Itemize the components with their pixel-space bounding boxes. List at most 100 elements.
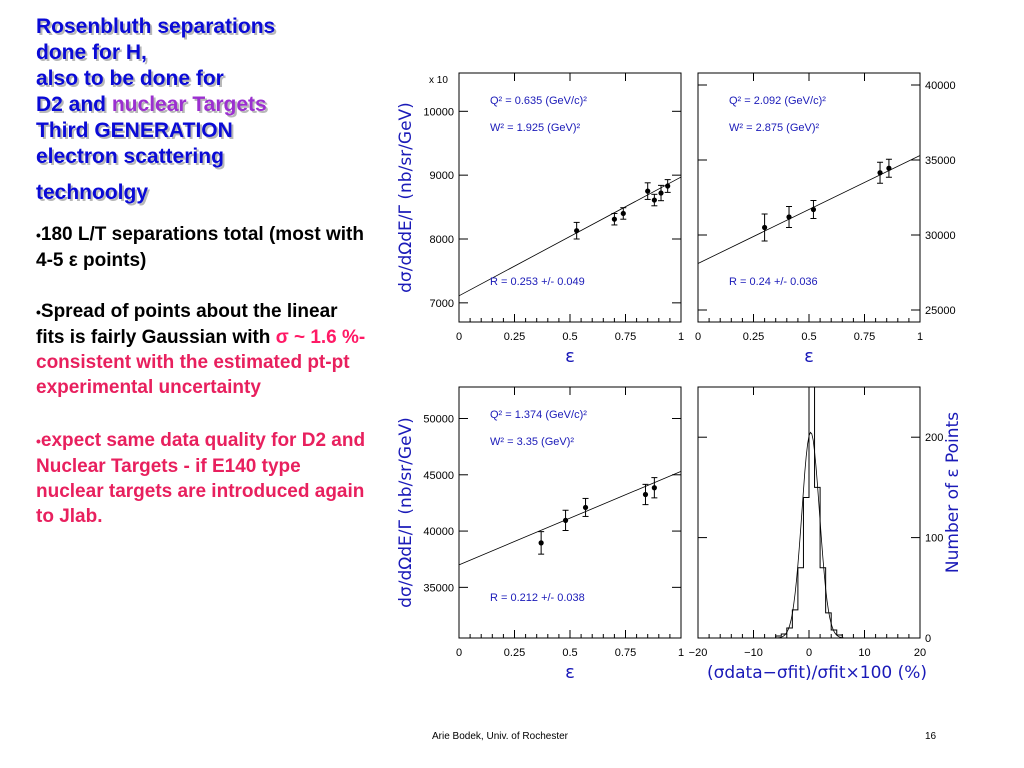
bullet-2-sym: σ ~ [275,327,306,348]
panel-3-ytick-label: 35000 [423,582,454,594]
panel-2-xtick-label: 0.25 [743,331,764,343]
page-number: 16 [925,731,937,742]
panel-3-xtick-label: 0.75 [615,647,636,659]
panel-2-ytick-label: 25000 [925,305,956,317]
bullet-1: •180 L/T separations total (most with 4-… [36,222,366,273]
panel-2-w2-label: W² = 2.875 (GeV)² [729,122,820,134]
panel-4-ytick-label: 0 [925,633,931,645]
panel-3-ylabel: dσ/dΩdE/Γ (nb/sr/GeV) [396,417,416,608]
panel-3-data-point [562,517,569,523]
panel-1-data-point [620,210,626,217]
bullet-3-marker: • [36,433,41,449]
panel-1-ytick-label: 10000 [423,106,454,118]
panel-2-r-value: R = 0.24 +/- 0.036 [729,276,818,288]
panel-1-data-point [611,216,618,222]
panel-1-ytick-label: 9000 [430,170,454,182]
panel-2-xtick-label: 1 [917,331,923,343]
panel-1-ylabel: dσ/dΩdE/Γ (nb/sr/GeV) [396,102,416,293]
panel-1-w2-label: W² = 1.925 (GeV)² [490,122,581,134]
panel-3-data-point [651,485,657,491]
bullet-1-marker: • [36,227,41,243]
title-line-7: technoolgy [36,181,149,204]
panel-2-ytick-label: 40000 [925,80,956,92]
panel-3-xlabel: ε [565,662,575,683]
panel-2-data-point [762,224,768,231]
panel-3-xtick-label: 0 [456,647,462,659]
panel-1-data-point [658,190,664,196]
panel-1-xtick-label: 1 [678,331,684,343]
panel-3-r-value: R = 0.212 +/- 0.038 [490,592,585,604]
panel-2-ytick-label: 35000 [925,155,956,167]
panel-4-ylabel: Number of ε Points [943,412,963,573]
panel-2-data-point [877,170,883,176]
panel-1-data-point [645,188,651,194]
panel-3-fit-line [458,471,682,566]
panel-2-xtick-label: 0.75 [854,331,875,343]
panel-1-xtick-label: 0.75 [615,331,636,343]
panel-3-xtick-label: 1 [678,647,684,659]
panel-3-xtick-label: 0.5 [562,647,577,659]
panel-2-q2-label: Q² = 2.092 (GeV/c)² [729,95,826,107]
panel-2-xlabel: ε [804,346,814,367]
bullet-2-text: Spread of points about the linear fits i… [36,301,338,348]
panel-4-xtick-label: 0 [806,647,812,659]
panel-3-data-point [538,540,544,546]
panel-3-xtick-label: 0.25 [504,647,525,659]
panel-3-ytick-label: 50000 [423,414,454,426]
panel-1-xlabel: ε [565,346,575,367]
panel-1-y-multiplier: x 10 [429,75,448,86]
bullet-3: •expect same data quality for D2 and Nuc… [36,428,366,529]
bullet-2-marker: • [36,304,41,320]
panel-3-data-point [642,491,649,498]
title-line-2: done for H, [36,41,147,64]
panel-4-xtick-label: −10 [744,647,763,659]
panel-4-xtick-label: 20 [914,647,926,659]
title-line-3: also to be done for [36,67,224,90]
panel-3-ytick-label: 40000 [423,526,454,538]
panel-3-w2-label: W² = 3.35 (GeV)² [490,436,574,448]
panel-4-xtick-label: 10 [858,647,870,659]
panel-4-xtick-label: −20 [689,647,708,659]
panel-1-ytick-label: 7000 [430,298,454,310]
panel-2-data-point [886,165,892,171]
title-line-4a: D2 and [36,93,112,116]
panel-1-data-point [651,197,657,203]
panel-1-fit-line [458,176,682,297]
panel-2-fit-line [697,155,921,264]
bullet-2-value: 1.6 %- [305,327,366,348]
bullet-1-text: 180 L/T separations total (most with 4-5 [36,224,364,271]
panel-1-q2-label: Q² = 0.635 (GeV/c)² [490,95,587,107]
bullet-3-text: expect same data quality for D2 and Nucl… [36,430,366,527]
panel-1-data-point [574,228,580,234]
title-line-4b: nuclear Targets [111,93,267,116]
panel-3-ytick-label: 45000 [423,470,454,482]
bullet-1-tail: points) [77,250,147,271]
title-line-1: Rosenbluth separations [36,15,276,38]
panel-4-xlabel: (σdata−σfit)/σfit×100 (%) [707,663,927,683]
title-line-5: Third GENERATION [36,119,233,142]
panel-1-xtick-label: 0.5 [562,331,577,343]
title-line-4: D2 and nuclear Targets [36,92,366,118]
bullet-1-sym: ε [68,250,78,271]
panel-1-r-value: R = 0.253 +/- 0.049 [490,276,585,288]
panel-3-data-point [582,504,589,511]
panel-2-ytick-label: 30000 [925,230,956,242]
bullet-2-red: consistent with the estimated pt-pt expe… [36,352,350,398]
panel-4-ytick-label: 200 [925,432,943,444]
slide-title: Rosenbluth separations done for H, also … [36,14,366,206]
panel-2-data-point [810,206,817,213]
panel-1-ytick-label: 8000 [430,234,454,246]
bullet-2: •Spread of points about the linear fits … [36,299,366,400]
title-line-6: electron scattering [36,145,224,168]
panel-3-q2-label: Q² = 1.374 (GeV/c)² [490,409,587,421]
panel-4-histogram [775,386,843,638]
panel-2-xtick-label: 0 [695,331,701,343]
panel-4-ytick-label: 100 [925,533,943,545]
panel-2-xtick-label: 0.5 [801,331,816,343]
panel-1-data-point [665,183,671,189]
panel-1-xtick-label: 0.25 [504,331,525,343]
text-column: Rosenbluth separations done for H, also … [36,14,366,529]
footer-author: Arie Bodek, Univ. of Rochester [432,731,568,742]
panel-4-gauss-fit [698,431,920,639]
